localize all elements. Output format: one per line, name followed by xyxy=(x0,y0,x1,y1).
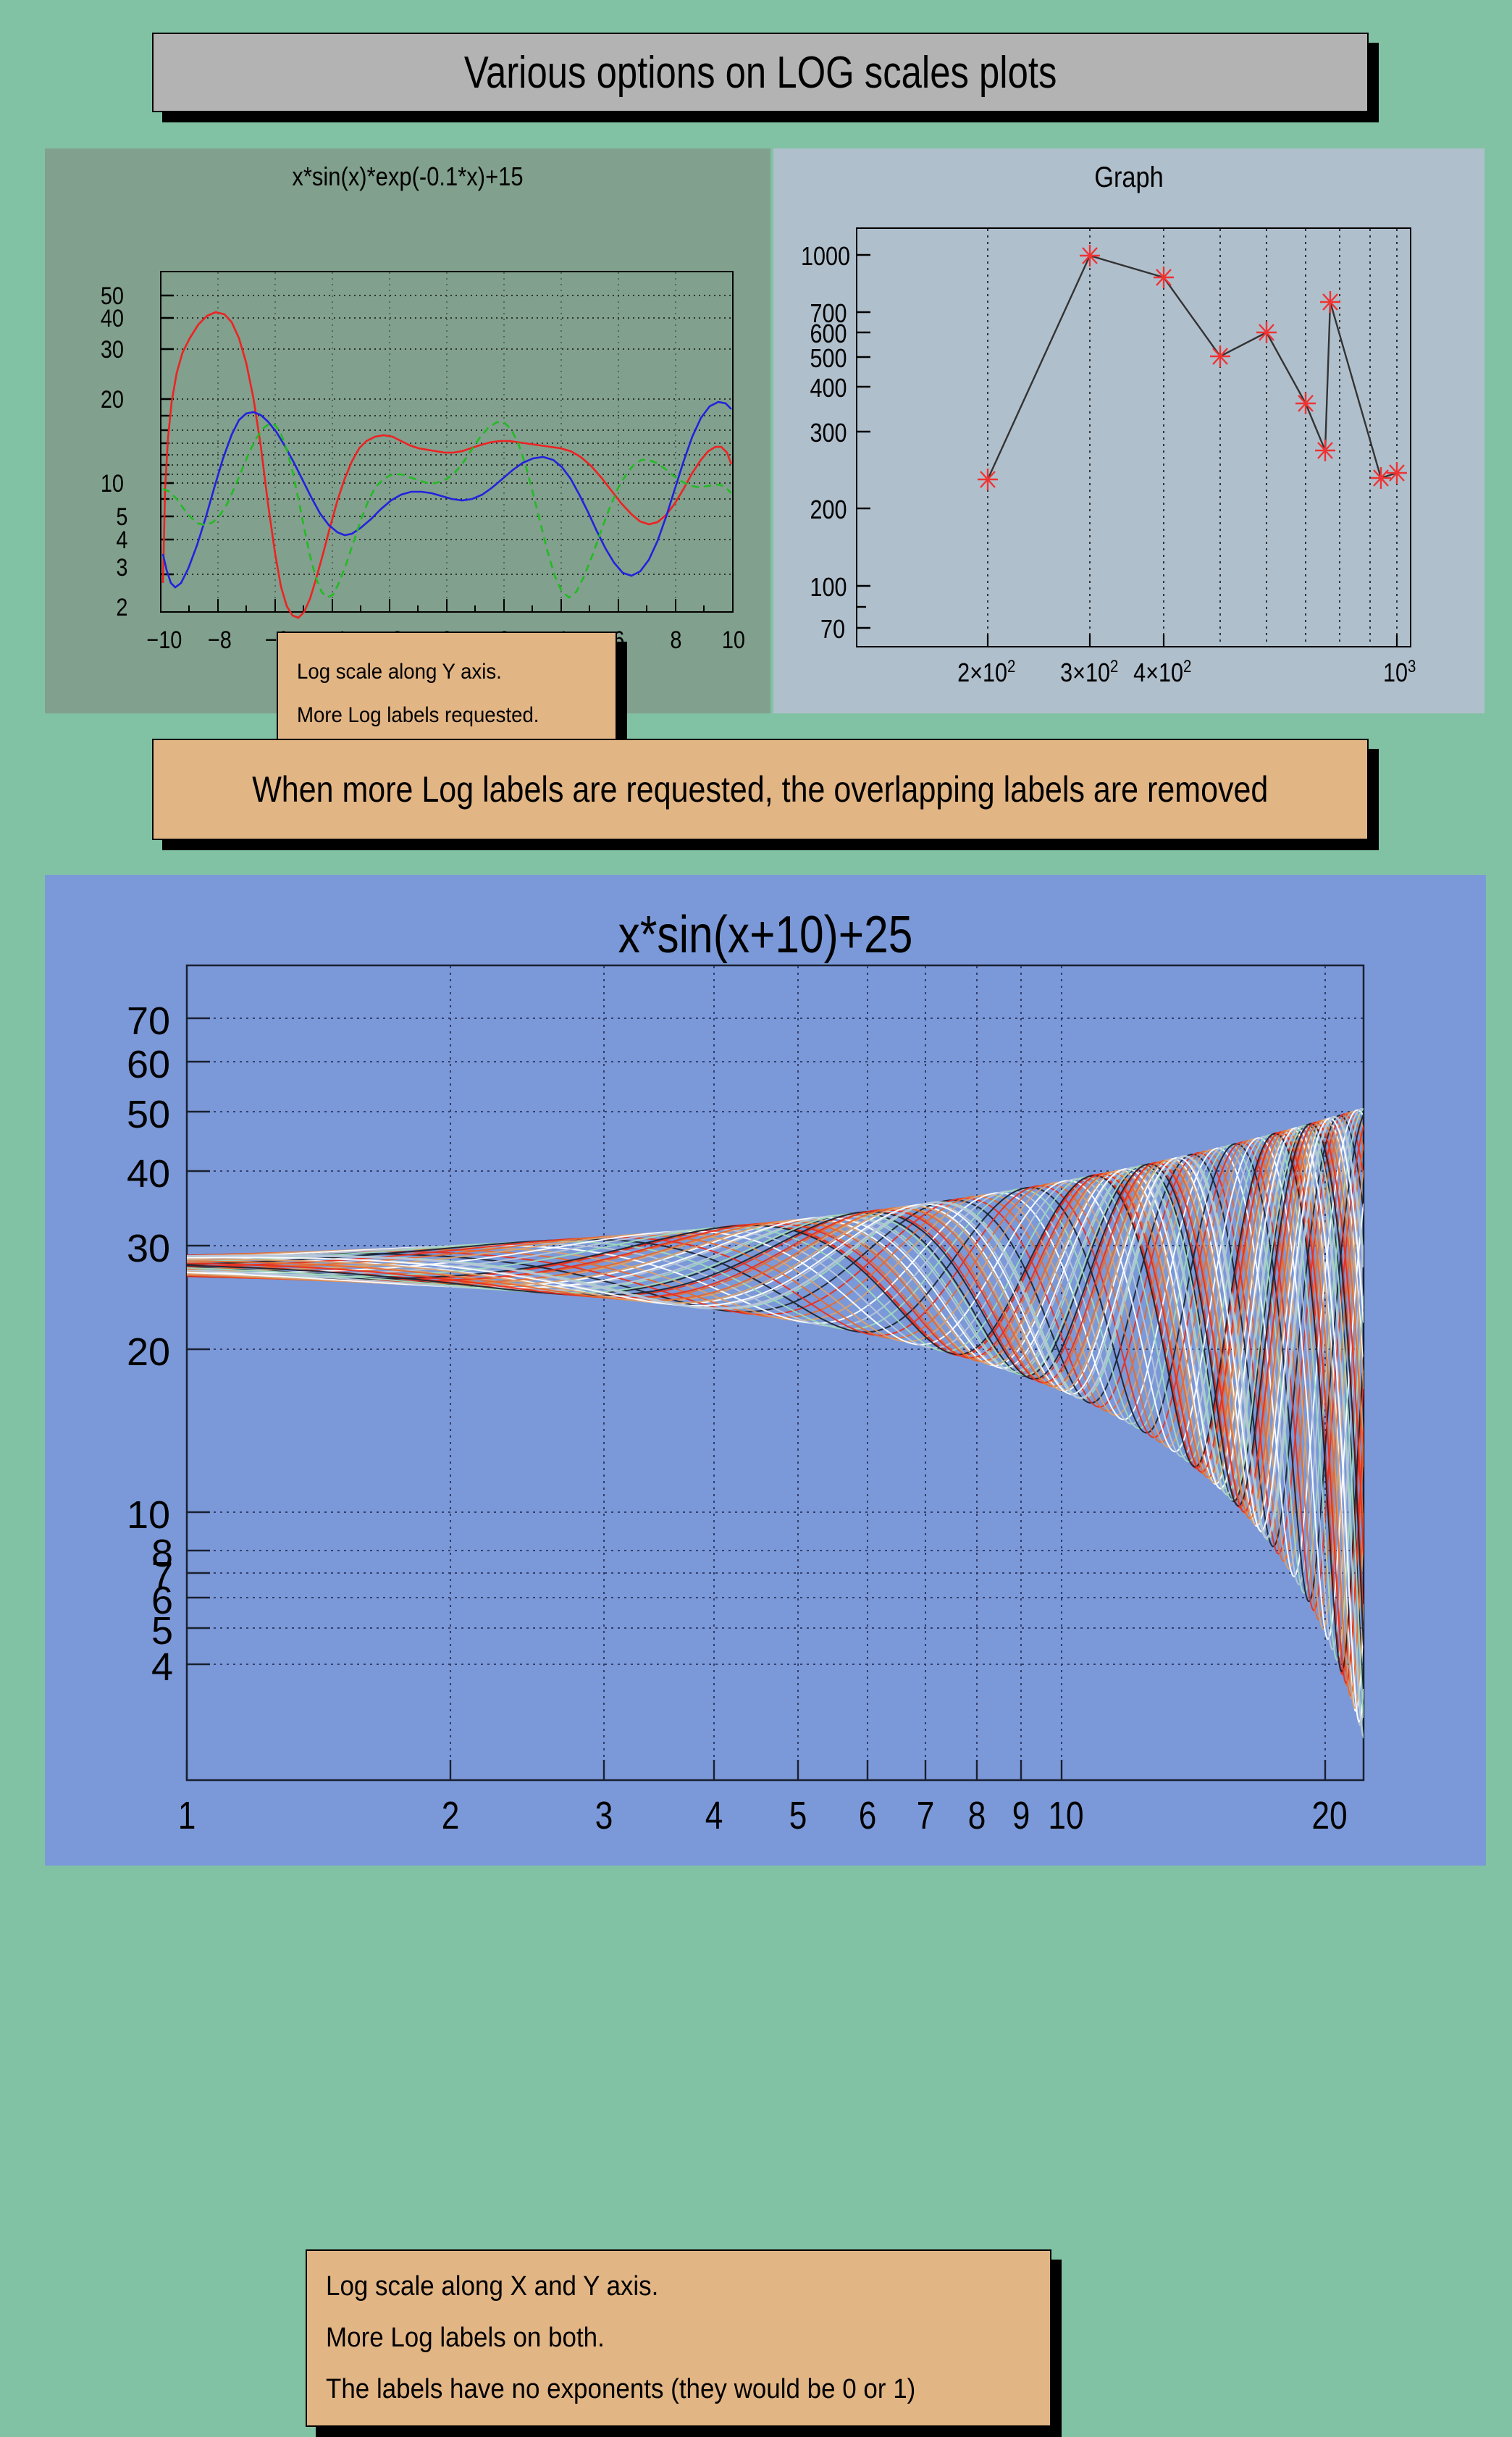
top-right-xticks xyxy=(986,634,1398,647)
top-left-xlabel-10: 10 xyxy=(721,626,745,654)
bottom-series-family xyxy=(187,1107,1364,1739)
bottom-ylabel-50: 50 xyxy=(127,1093,171,1136)
bottom-ylabel-70: 70 xyxy=(127,999,171,1043)
top-left-series-green xyxy=(162,421,732,599)
top-left-ylabel-40: 40 xyxy=(100,305,124,332)
top-left-ylabel-3: 3 xyxy=(116,554,128,582)
top-right-markers xyxy=(978,245,1407,490)
top-left-annotation: Log scale along Y axis. More Log labels … xyxy=(277,632,627,766)
top-left-ylabel-4: 4 xyxy=(116,527,128,554)
bottom-xlabel-10: 10 xyxy=(1048,1794,1084,1837)
top-left-ylabel-5: 5 xyxy=(116,503,128,531)
bottom-xlabel-9: 9 xyxy=(1012,1794,1030,1837)
top-left-ylabel-50: 50 xyxy=(100,282,124,310)
bottom-xlabel-8: 8 xyxy=(967,1794,986,1837)
top-right-xlabel-4e2: 4×102 xyxy=(1133,657,1192,687)
banner-face: When more Log labels are requested, the … xyxy=(152,739,1369,840)
top-right-ylabel-700: 700 xyxy=(810,298,847,328)
panel-top-left: x*sin(x)*exp(-0.1*x)+15 xyxy=(45,148,770,766)
bottom-yticks xyxy=(187,1017,210,1666)
banner-note: When more Log labels are requested, the … xyxy=(152,739,1379,850)
bottom-xlabel-1: 1 xyxy=(177,1794,196,1837)
top-left-series-blue xyxy=(161,400,732,589)
top-right-xlabel-3e2: 3×102 xyxy=(1060,657,1119,687)
top-right-ylabel-500: 500 xyxy=(810,343,847,373)
bottom-xlabel-4: 4 xyxy=(705,1794,723,1837)
bottom-xlabel-6: 6 xyxy=(858,1794,877,1837)
top-right-plot-svg xyxy=(856,227,1411,647)
top-left-xlabel--8: −8 xyxy=(207,626,232,654)
bottom-ylabel-20: 20 xyxy=(127,1330,171,1374)
top-left-series-red xyxy=(161,311,733,619)
bottom-ylabel-8: 8 xyxy=(151,1532,174,1575)
top-left-ylabel-30: 30 xyxy=(100,336,124,364)
top-right-yticks xyxy=(857,253,870,629)
panel-top-left-title: x*sin(x)*exp(-0.1*x)+15 xyxy=(292,162,524,191)
top-left-yticks xyxy=(161,294,174,576)
panel-top-right-title: Graph xyxy=(1094,162,1164,193)
top-right-gridlines-v xyxy=(987,229,1398,646)
top-right-xlabel-2e2: 2×102 xyxy=(957,657,1016,687)
panel-top-right: Graph xyxy=(773,148,1484,713)
bottom-ylabel-7: 7 xyxy=(151,1554,174,1598)
bottom-ylabel-5: 5 xyxy=(151,1609,174,1653)
bottom-ylabel-4: 4 xyxy=(151,1645,174,1689)
top-right-ylabel-200: 200 xyxy=(810,495,847,524)
top-right-ylabel-1000: 1000 xyxy=(801,241,851,271)
top-right-ylabel-70: 70 xyxy=(820,614,846,644)
top-left-xlabel--10: −10 xyxy=(146,626,182,654)
bottom-ylabel-6: 6 xyxy=(151,1579,174,1622)
top-right-ylabel-600: 600 xyxy=(810,319,847,348)
banner-text: When more Log labels are requested, the … xyxy=(252,769,1269,810)
bottom-xlabel-20: 20 xyxy=(1311,1794,1348,1837)
top-right-polyline xyxy=(986,254,1398,480)
top-right-xlabel-1e3: 103 xyxy=(1383,657,1416,687)
bottom-xlabel-2: 2 xyxy=(441,1794,460,1837)
top-left-annotation-face: Log scale along Y axis. More Log labels … xyxy=(277,632,617,756)
top-right-ylabel-100: 100 xyxy=(810,572,847,602)
top-left-ylabel-2: 2 xyxy=(116,594,128,621)
bottom-annotation: Log scale along X and Y axis. More Log l… xyxy=(306,2249,1062,2437)
top-left-plot-svg xyxy=(160,271,734,619)
panel-bottom-title: x*sin(x+10)+25 xyxy=(618,906,913,964)
top-left-note-line-1: Log scale along Y axis. xyxy=(297,660,502,684)
bottom-note-line-3: The labels have no exponents (they would… xyxy=(326,2374,916,2404)
bottom-xlabel-5: 5 xyxy=(789,1794,807,1837)
bottom-ylabel-30: 30 xyxy=(127,1227,171,1270)
top-right-ylabel-400: 400 xyxy=(810,373,847,403)
main-title-face: Various options on LOG scales plots xyxy=(152,33,1369,112)
main-title-text: Various options on LOG scales plots xyxy=(463,47,1057,98)
bottom-note-line-2: More Log labels on both. xyxy=(326,2323,605,2353)
top-left-xticks xyxy=(160,599,734,612)
top-left-ylabel-10: 10 xyxy=(100,470,124,498)
bottom-ylabel-60: 60 xyxy=(127,1043,171,1086)
top-left-ylabel-20: 20 xyxy=(100,386,124,414)
bottom-annotation-face: Log scale along X and Y axis. More Log l… xyxy=(306,2249,1051,2427)
top-right-ylabel-300: 300 xyxy=(810,418,847,448)
bottom-ylabel-40: 40 xyxy=(127,1152,171,1196)
bottom-gridlines-h xyxy=(188,1018,1363,1665)
bottom-ylabel-10: 10 xyxy=(127,1493,171,1537)
top-left-note-line-2: More Log labels requested. xyxy=(297,703,539,727)
top-left-gridlines-v xyxy=(217,272,676,611)
bottom-xlabel-3: 3 xyxy=(595,1794,613,1837)
bottom-xlabel-7: 7 xyxy=(916,1794,935,1837)
panel-bottom: x*sin(x+10)+25 xyxy=(45,875,1486,2437)
top-left-xlabel-8: 8 xyxy=(670,626,682,654)
bottom-plot-svg xyxy=(185,964,1365,1782)
bottom-xticks xyxy=(185,1760,1327,1780)
bottom-note-line-1: Log scale along X and Y axis. xyxy=(326,2271,659,2302)
main-title-banner: Various options on LOG scales plots xyxy=(152,33,1379,122)
